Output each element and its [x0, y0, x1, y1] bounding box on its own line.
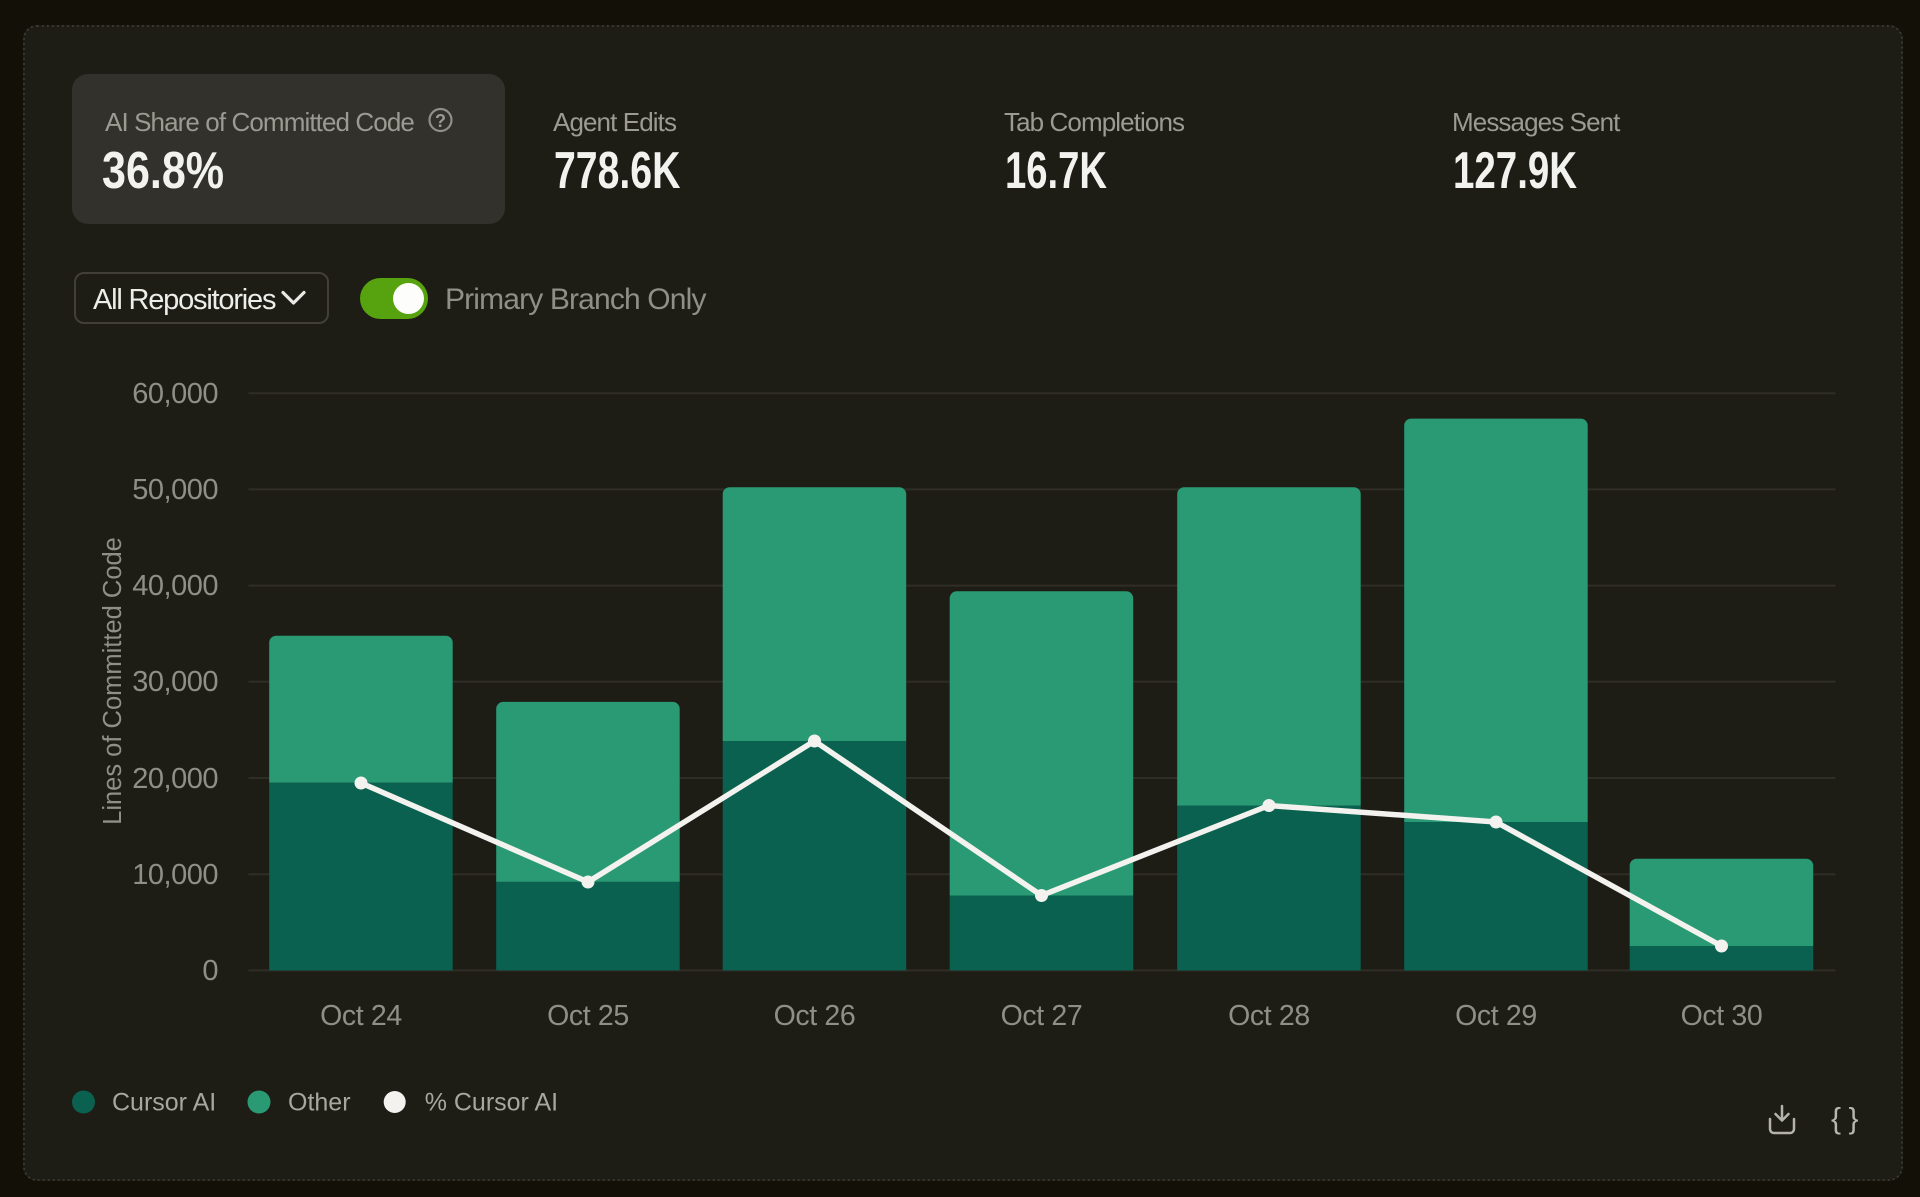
svg-text:20,000: 20,000 [132, 763, 218, 795]
svg-text:Oct 24: Oct 24 [320, 1000, 402, 1032]
svg-text:Cursor AI: Cursor AI [112, 1089, 216, 1117]
svg-text:Oct 29: Oct 29 [1455, 1000, 1537, 1032]
svg-text:}: } [1849, 1103, 1859, 1136]
svg-text:30,000: 30,000 [132, 666, 218, 698]
svg-text:% Cursor AI: % Cursor AI [425, 1089, 558, 1117]
svg-text:0: 0 [202, 955, 218, 987]
svg-text:Oct 25: Oct 25 [547, 1000, 629, 1032]
svg-text:50,000: 50,000 [132, 474, 218, 506]
svg-text:Oct 28: Oct 28 [1228, 1000, 1310, 1032]
svg-text:{: { [1831, 1103, 1841, 1136]
svg-text:Oct 26: Oct 26 [774, 1000, 856, 1032]
svg-text:?: ? [435, 111, 446, 131]
svg-text:Oct 30: Oct 30 [1681, 1000, 1763, 1032]
svg-text:Other: Other [288, 1089, 351, 1117]
svg-text:60,000: 60,000 [132, 378, 218, 410]
svg-text:40,000: 40,000 [132, 570, 218, 602]
svg-text:Lines of Committed Code: Lines of Committed Code [99, 537, 127, 825]
svg-text:10,000: 10,000 [132, 859, 218, 891]
svg-text:Oct 27: Oct 27 [1001, 1000, 1083, 1032]
